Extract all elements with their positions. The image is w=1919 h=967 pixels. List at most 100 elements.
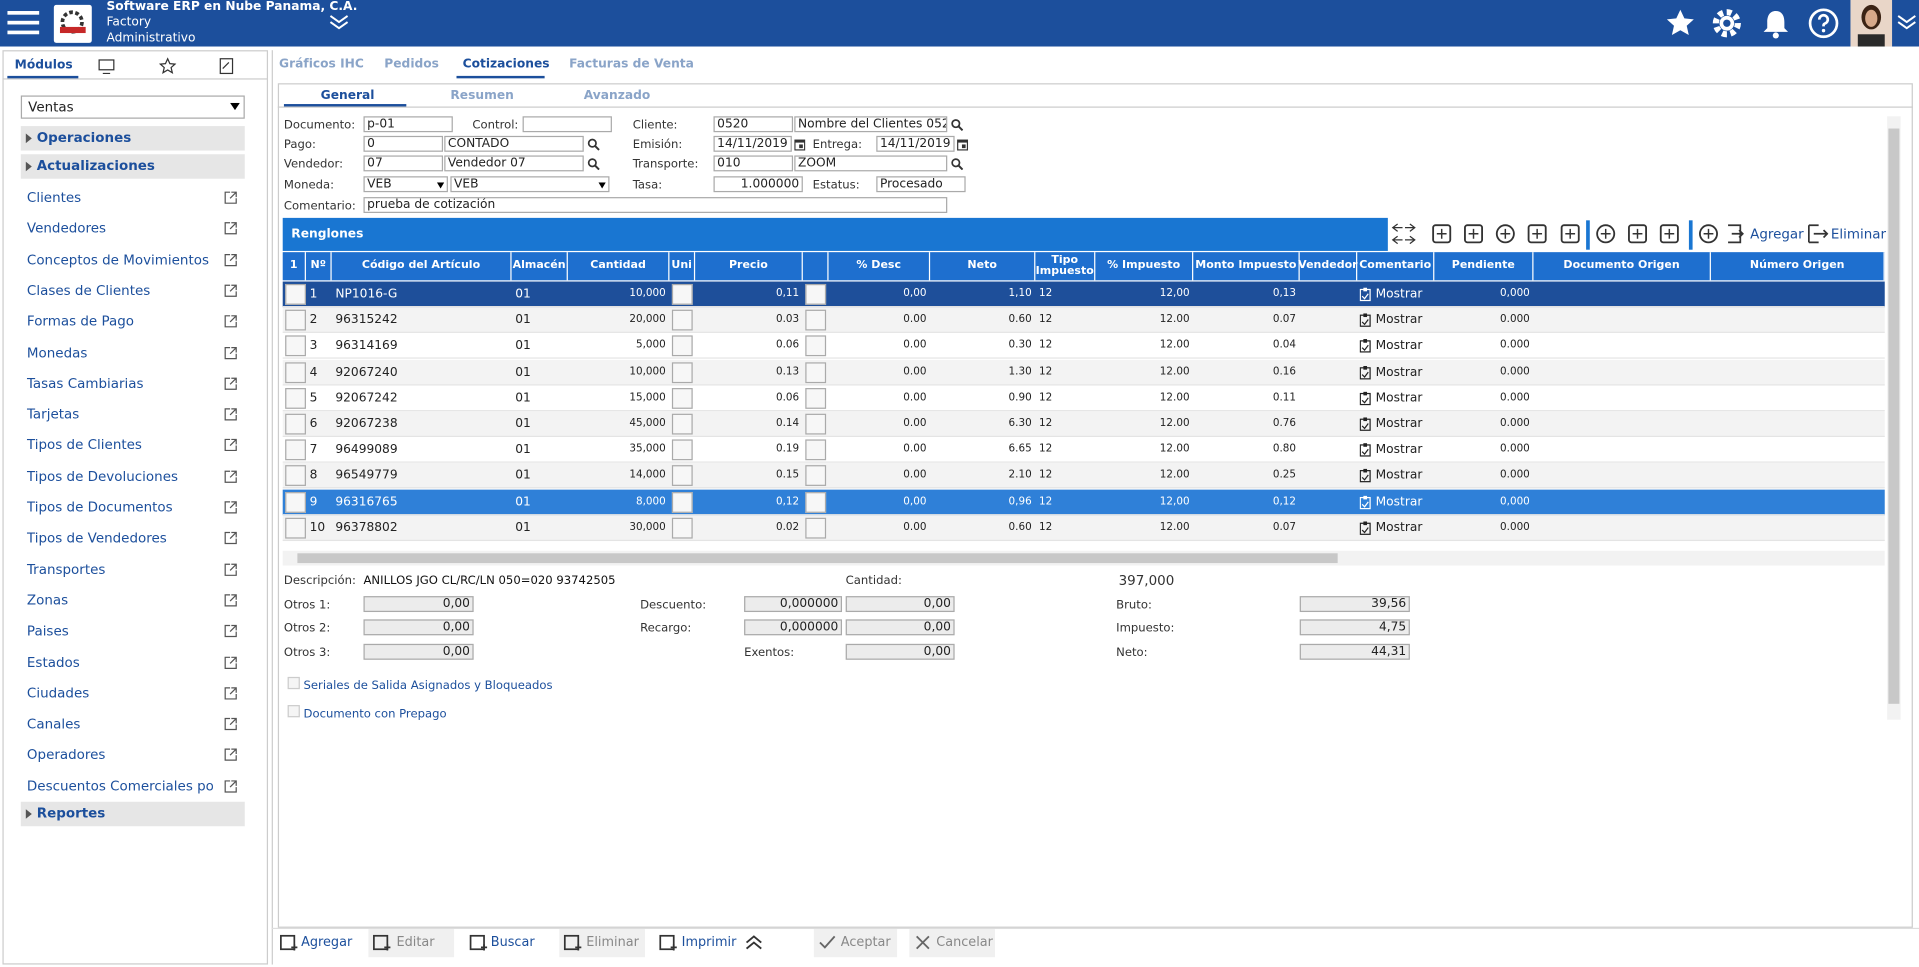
comment-icon[interactable] (1359, 365, 1372, 380)
sidebar-link[interactable]: Monedas (26, 344, 88, 361)
button-icon[interactable] (372, 933, 392, 953)
cell-box[interactable] (285, 517, 306, 539)
group-title[interactable]: Actualizaciones (36, 157, 155, 174)
select-input[interactable]: VEB (450, 176, 610, 193)
text-input[interactable]: Nombre del Clientes 052 (794, 116, 948, 133)
button-icon[interactable] (818, 933, 838, 953)
text-input[interactable]: 0,000000 (744, 619, 843, 636)
cell-box[interactable] (805, 413, 827, 435)
favorites-tab-icon[interactable] (159, 57, 177, 75)
sidebar-link[interactable]: Transportes (26, 561, 106, 578)
notifications-icon[interactable] (1760, 7, 1792, 39)
toolbar-icon[interactable] (1461, 223, 1485, 245)
external-link-icon[interactable] (224, 501, 237, 514)
column-header[interactable]: Comentario (1357, 252, 1435, 281)
sidebar-link[interactable]: Canales (26, 716, 81, 733)
collapse-icon[interactable] (744, 934, 764, 951)
column-header[interactable]: Código del Artículo (332, 252, 512, 281)
comment-icon[interactable] (1359, 521, 1372, 536)
column-header[interactable]: Neto (930, 252, 1036, 281)
footer-button[interactable]: Eliminar (586, 935, 639, 950)
button-icon[interactable] (658, 933, 678, 953)
footer-button[interactable]: Buscar (490, 935, 535, 950)
calendar-icon[interactable] (957, 138, 969, 151)
text-input[interactable]: 0,00 (363, 619, 474, 636)
grid-cell[interactable]: Mostrar (1375, 391, 1423, 405)
column-header[interactable]: Almacén (512, 252, 568, 281)
comment-icon[interactable] (1359, 495, 1372, 510)
sidebar-link[interactable]: Vendedores (26, 220, 107, 237)
column-header[interactable]: Tipo Impuesto (1035, 252, 1096, 281)
external-link-icon[interactable] (224, 594, 237, 607)
grid-cell[interactable]: Mostrar (1375, 495, 1423, 509)
cell-box[interactable] (805, 491, 827, 513)
external-link-icon[interactable] (224, 284, 237, 297)
external-link-icon[interactable] (224, 439, 237, 452)
external-link-icon[interactable] (224, 253, 237, 266)
desktop-tab-icon[interactable] (98, 59, 115, 75)
reports-tab-icon[interactable] (219, 58, 235, 75)
external-link-icon[interactable] (224, 222, 237, 235)
text-input[interactable]: 010 (713, 155, 794, 172)
cell-box[interactable] (285, 491, 306, 513)
group-header[interactable] (20, 126, 245, 151)
sidebar-link[interactable]: Tipos de Documentos (26, 499, 173, 516)
menu-icon[interactable] (7, 10, 41, 37)
text-input[interactable]: 0,000000 (744, 596, 843, 613)
toolbar-icon[interactable] (1493, 223, 1517, 245)
sidebar-link[interactable]: Tasas Cambiarias (26, 375, 144, 392)
grid-row[interactable] (282, 281, 1885, 308)
column-header[interactable]: Número Origen (1711, 252, 1885, 281)
grid-cell[interactable]: Mostrar (1375, 443, 1423, 457)
text-input[interactable]: 39,56 (1299, 596, 1410, 613)
column-header[interactable]: % Desc (829, 252, 931, 281)
search-icon[interactable] (587, 138, 600, 151)
external-link-icon[interactable] (224, 624, 237, 638)
grid-cell[interactable]: Mostrar (1375, 417, 1423, 431)
column-header[interactable]: 1 (283, 252, 306, 281)
grid-row[interactable] (282, 463, 1885, 489)
cell-box[interactable] (805, 361, 827, 383)
add-row-icon[interactable] (1726, 223, 1746, 245)
calendar-icon[interactable] (794, 138, 806, 151)
cell-box[interactable] (671, 335, 693, 357)
search-icon[interactable] (951, 119, 964, 131)
checkbox-label[interactable]: Seriales de Salida Asignados y Bloqueado… (303, 679, 553, 693)
footer-button[interactable]: Agregar (301, 935, 353, 950)
text-input[interactable]: 4,75 (1299, 619, 1410, 636)
footer-button[interactable]: Aceptar (840, 935, 891, 950)
cell-box[interactable] (805, 517, 827, 539)
column-header[interactable]: Cantidad (568, 252, 670, 281)
grid-row[interactable] (282, 489, 1885, 515)
cell-box[interactable] (285, 439, 306, 461)
tab[interactable]: Cotizaciones (462, 57, 550, 71)
text-input[interactable]: 1.000000 (713, 176, 803, 193)
column-header[interactable]: Pendiente (1434, 252, 1534, 281)
cell-box[interactable] (671, 439, 693, 461)
cell-box[interactable] (285, 335, 306, 357)
horizontal-scrollbar[interactable] (282, 550, 1885, 566)
sidebar-link[interactable]: Zonas (26, 592, 69, 609)
cell-box[interactable] (805, 465, 827, 487)
cell-box[interactable] (805, 387, 827, 409)
cell-box[interactable] (285, 465, 306, 487)
help-icon[interactable] (1808, 7, 1840, 39)
sidebar-link[interactable]: Operadores (26, 747, 106, 764)
external-link-icon[interactable] (224, 748, 237, 762)
external-link-icon[interactable] (224, 686, 237, 700)
group-header[interactable] (20, 154, 245, 179)
sidebar-link[interactable]: Formas de Pago (26, 313, 135, 330)
external-link-icon[interactable] (224, 470, 237, 483)
cell-box[interactable] (285, 361, 306, 383)
comment-icon[interactable] (1359, 469, 1372, 484)
grid-row[interactable] (282, 385, 1885, 412)
comment-icon[interactable] (1359, 443, 1372, 458)
toolbar-icon[interactable] (1429, 223, 1453, 245)
external-link-icon[interactable] (224, 717, 237, 731)
external-link-icon[interactable] (224, 191, 237, 204)
text-input[interactable]: 0,00 (363, 643, 474, 660)
footer-button[interactable]: Cancelar (936, 935, 993, 950)
settings-icon[interactable] (1711, 7, 1743, 39)
cell-box[interactable] (671, 309, 693, 331)
grid-row[interactable] (282, 437, 1885, 463)
